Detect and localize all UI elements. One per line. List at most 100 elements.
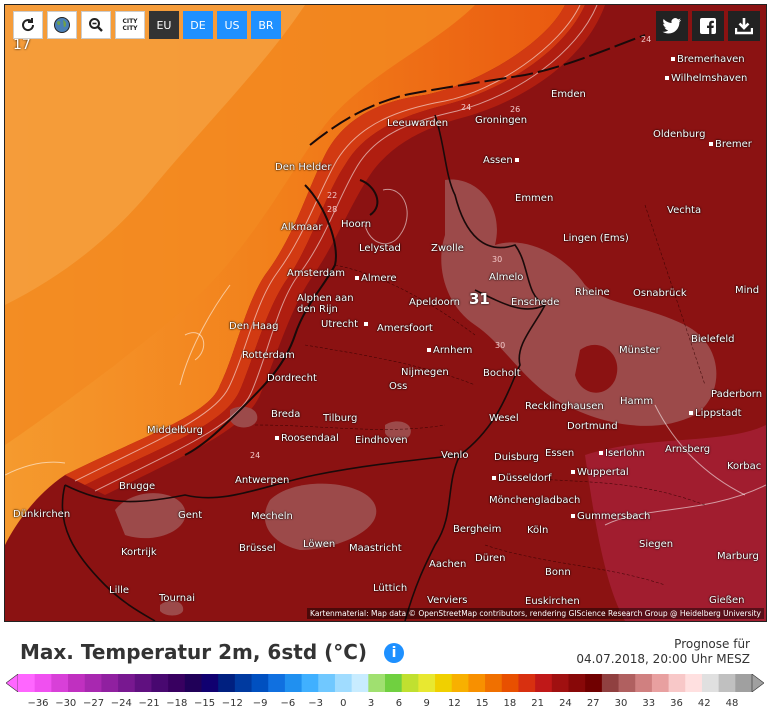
weather-map[interactable]: 17 31 24 26 22 28 24 30 30 24 Bremerhave… [4,4,767,622]
city-label: Aachen [429,559,467,570]
city-label: Oldenburg [653,129,706,140]
scale-swatch [234,674,253,692]
scale-swatch [485,674,503,692]
scale-swatch [435,674,453,692]
scale-tick-label: −36 [27,698,49,709]
isoline-label: 24 [641,35,652,44]
city-label: Iserlohn [599,448,645,459]
globe-icon [54,17,70,33]
scale-swatch [51,674,69,692]
scale-arrow-high [751,674,764,692]
city-label: Utrecht [321,319,370,330]
scale-tick-label: 6 [395,698,403,709]
scale-swatch [451,674,469,692]
region-button-br[interactable]: BR [251,11,281,39]
scale-swatch [735,674,753,692]
scale-swatch [651,674,670,692]
scale-swatch [668,674,686,692]
scale-swatch [68,674,86,692]
scale-swatch [118,674,136,692]
region-button-de[interactable]: DE [183,11,213,39]
scale-swatch [568,674,586,692]
scale-tick-label: −15 [193,698,216,709]
city-label: Bergheim [453,524,502,535]
scale-swatch [701,674,720,692]
city-label: Maastricht [349,543,402,554]
city-toggle-icon: CITY CITY [122,18,138,32]
map-toolbar: CITY CITY EU DE US BR [13,11,281,39]
city-label: Groningen [475,115,528,126]
city-label: Assen [483,155,521,166]
scale-swatch [468,674,486,692]
highlight-value: 31 [469,290,490,308]
city-labels-toggle[interactable]: CITY CITY [115,11,145,39]
city-label: Zwolle [431,243,464,254]
scale-tick-label: 33 [642,698,656,709]
city-label: Enschede [511,297,560,308]
scale-swatch [151,674,169,692]
city-label: Hoorn [341,219,372,230]
corner-value: 17 [13,37,31,53]
scale-tick-label: −21 [138,698,160,709]
scale-tick-label: 15 [475,698,489,709]
city-label: Emmen [515,193,554,204]
city-label: Middelburg [147,425,204,436]
scale-tick-label: 24 [559,698,572,709]
scale-swatch [268,674,286,692]
region-button-eu[interactable]: EU [149,11,179,39]
region-button-us[interactable]: US [217,11,247,39]
facebook-button[interactable] [692,11,724,41]
city-label: Arnsberg [665,444,711,455]
city-label: Antwerpen [235,475,290,486]
scale-swatch [418,674,436,692]
city-label: Lelystad [359,243,401,254]
forecast-label: Prognose für [674,637,750,651]
city-label: Tournai [159,593,196,604]
city-label: Gießen [709,595,745,606]
city-label: Rotterdam [242,350,295,361]
globe-button[interactable] [47,11,77,39]
download-button[interactable] [728,11,760,41]
scale-swatch [84,674,102,692]
scale-swatch [218,674,236,692]
city-label: Mecheln [251,511,293,522]
zoom-out-icon [89,18,103,32]
city-label: Bremerhaven [671,54,745,65]
scale-swatch [618,674,636,692]
city-label: Dünkirchen [13,509,71,520]
zoom-out-button[interactable] [81,11,111,39]
scale-tick-label: −18 [166,698,188,709]
legend-title: Max. Temperatur 2m, 6std (°C) [20,640,368,664]
scale-swatch [368,674,386,692]
scale-tick-label: −27 [82,698,105,709]
isoline-label: 30 [492,255,503,264]
city-label: Alphen aan den Rijn [297,293,354,315]
scale-swatch [551,674,569,692]
city-label: Brugge [119,481,156,492]
city-label: Lippstadt [689,408,742,419]
scale-swatch [635,674,653,692]
share-toolbar [656,11,760,41]
city-label: Eindhoven [355,435,408,446]
scale-swatch [601,674,620,692]
city-label: Recklinghausen [525,401,604,412]
info-icon[interactable]: i [384,643,404,663]
city-label: Alkmaar [281,222,323,233]
city-label: Löwen [303,539,336,550]
scale-swatch [535,674,553,692]
city-label: Düsseldorf [492,473,552,484]
scale-swatch [685,674,703,692]
scale-tick-label: 27 [586,698,600,709]
city-label: Essen [545,448,575,459]
twitter-button[interactable] [656,11,688,41]
city-label: Gummersbach [571,511,650,522]
city-label: Kortrijk [121,547,157,558]
scale-arrow-low [6,674,19,692]
city-label: Siegen [639,539,674,550]
refresh-button[interactable] [13,11,43,39]
scale-tick-label: 0 [340,698,347,709]
scale-swatch [501,674,519,692]
city-label: Almere [355,273,397,284]
scale-swatch [34,674,52,692]
city-label: Düren [475,553,506,564]
